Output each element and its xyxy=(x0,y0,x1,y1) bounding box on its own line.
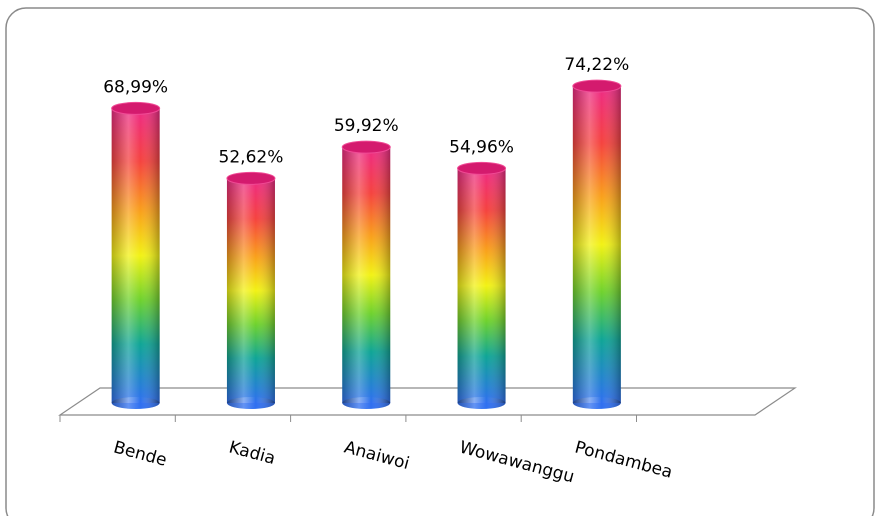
bar-base-shade xyxy=(342,397,391,409)
floor xyxy=(58,387,797,416)
bar-top xyxy=(341,140,391,154)
bar-base-shade xyxy=(572,397,621,409)
data-label: 74,22% xyxy=(564,55,629,75)
data-label: 59,92% xyxy=(334,116,399,136)
bar-top xyxy=(226,171,276,185)
bar-top xyxy=(572,79,622,93)
bar-base-shade xyxy=(226,397,275,409)
bar-shade xyxy=(572,86,621,403)
bar-top xyxy=(111,101,161,115)
bar-shade xyxy=(111,108,160,404)
bar-shade xyxy=(342,147,391,403)
data-label: 54,96% xyxy=(449,137,514,157)
bar-shade xyxy=(226,178,275,403)
data-label: 52,62% xyxy=(219,147,284,167)
bar-top xyxy=(457,161,507,175)
bar-base-shade xyxy=(111,397,160,409)
data-label: 68,99% xyxy=(103,77,168,97)
bar-shade xyxy=(457,168,506,403)
bar-base-shade xyxy=(457,397,506,409)
